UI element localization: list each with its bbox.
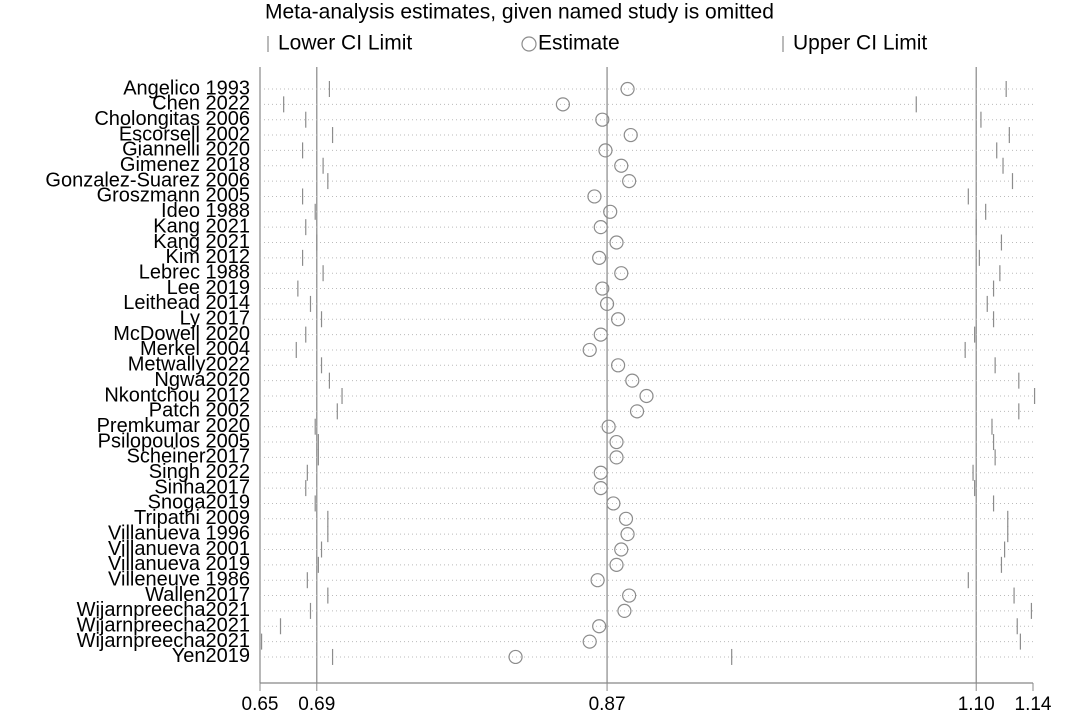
estimate-marker bbox=[620, 527, 635, 542]
legend-label: Estimate bbox=[538, 32, 620, 55]
estimate-marker bbox=[617, 603, 632, 619]
estimate-marker bbox=[599, 296, 615, 311]
estimate-marker bbox=[587, 189, 602, 204]
x-tick-label: 0.65 bbox=[242, 694, 279, 715]
estimate-marker bbox=[609, 434, 624, 450]
estimate-marker bbox=[625, 373, 640, 388]
legend-label: Upper CI Limit bbox=[793, 32, 927, 55]
study-label: Chen 2022 bbox=[152, 93, 250, 115]
estimate-marker bbox=[508, 649, 523, 665]
estimate-marker bbox=[609, 557, 624, 572]
estimate-marker bbox=[622, 588, 637, 603]
estimate-marker bbox=[582, 342, 597, 358]
study-label: Wijarnpreecha2021 bbox=[77, 615, 250, 637]
estimate-marker bbox=[593, 465, 608, 480]
estimate-marker bbox=[595, 112, 610, 127]
estimate-marker bbox=[639, 388, 654, 404]
estimate-marker bbox=[555, 97, 570, 112]
estimate-marker bbox=[609, 235, 624, 250]
study-label: Metwally2022 bbox=[128, 354, 250, 376]
study-label: Leithead 2014 bbox=[123, 292, 250, 314]
estimate-marker bbox=[609, 450, 624, 465]
chart-title: Meta-analysis estimates, given named stu… bbox=[265, 1, 774, 24]
x-tick-label: 0.87 bbox=[589, 694, 626, 715]
study-label: Villeneuve 1986 bbox=[108, 568, 250, 590]
estimate-marker bbox=[606, 496, 621, 511]
estimate-marker bbox=[618, 511, 634, 526]
estimate-marker bbox=[614, 158, 629, 173]
study-label: Singh 2022 bbox=[149, 461, 250, 483]
study-label: Ideo 1988 bbox=[161, 200, 250, 222]
study-label: Ly 2017 bbox=[180, 308, 250, 330]
study-label: Sinha2017 bbox=[154, 476, 250, 498]
study-label: Wallen2017 bbox=[145, 584, 250, 606]
study-label: Giannelli 2020 bbox=[122, 139, 250, 161]
study-label: Kang 2021 bbox=[153, 231, 250, 253]
study-label: Gonzalez-Suarez 2006 bbox=[45, 169, 250, 191]
estimate-marker bbox=[592, 250, 607, 265]
study-label: Groszmann 2005 bbox=[97, 185, 250, 207]
estimate-marker bbox=[582, 634, 597, 649]
study-label: Yen2019 bbox=[172, 645, 250, 667]
study-label: Patch 2002 bbox=[149, 400, 250, 422]
study-label: Villanueva 2019 bbox=[108, 553, 250, 575]
estimate-marker bbox=[593, 220, 608, 235]
estimate-marker bbox=[603, 204, 618, 219]
x-tick-label: 1.10 bbox=[958, 694, 995, 715]
legend-symbol bbox=[521, 36, 537, 52]
study-label: McDowell 2020 bbox=[113, 323, 250, 345]
estimate-marker bbox=[611, 312, 626, 327]
study-label: Kang 2021 bbox=[153, 215, 250, 237]
estimate-marker bbox=[629, 404, 645, 419]
estimate-marker bbox=[614, 542, 629, 557]
x-tick-label: 0.69 bbox=[298, 694, 335, 715]
study-label: Ngwa2020 bbox=[154, 369, 250, 391]
study-label: Scheiner2017 bbox=[127, 446, 250, 468]
estimate-marker bbox=[614, 266, 629, 281]
estimate-marker bbox=[611, 358, 626, 373]
estimate-marker bbox=[598, 143, 613, 158]
estimate-marker bbox=[623, 127, 638, 143]
estimate-marker bbox=[620, 81, 635, 97]
estimate-marker bbox=[595, 281, 610, 296]
study-label: Tripathi 2009 bbox=[134, 507, 250, 529]
legend-label: Lower CI Limit bbox=[278, 32, 412, 55]
estimate-marker bbox=[593, 327, 608, 342]
study-label: Snoga2019 bbox=[148, 492, 250, 514]
study-label: Premkumar 2020 bbox=[97, 415, 250, 437]
study-label: Merkel 2004 bbox=[140, 338, 250, 360]
estimate-marker bbox=[592, 619, 607, 634]
study-label: Nkontchou 2012 bbox=[104, 384, 250, 406]
estimate-marker bbox=[593, 481, 608, 496]
x-tick-label: 1.14 bbox=[1015, 694, 1052, 715]
estimate-marker bbox=[590, 573, 605, 588]
study-label: Cholongitas 2006 bbox=[94, 108, 250, 130]
study-label: Wijarnpreecha2021 bbox=[77, 630, 250, 652]
study-label: Lebrec 1988 bbox=[139, 261, 250, 283]
study-label: Psilopoulos 2005 bbox=[98, 430, 250, 452]
estimate-marker bbox=[601, 419, 616, 434]
study-label: Gimenez 2018 bbox=[120, 154, 250, 176]
study-label: Wijarnpreecha2021 bbox=[77, 599, 250, 621]
study-label: Kim 2012 bbox=[166, 246, 251, 268]
study-label: Lee 2019 bbox=[167, 277, 250, 299]
study-label: Villanueva 2001 bbox=[108, 538, 250, 560]
estimate-marker bbox=[622, 174, 637, 189]
study-label: Escorsell 2002 bbox=[119, 123, 250, 145]
study-label: Angelico 1993 bbox=[123, 77, 250, 99]
study-label: Villanueva 1996 bbox=[108, 522, 250, 544]
